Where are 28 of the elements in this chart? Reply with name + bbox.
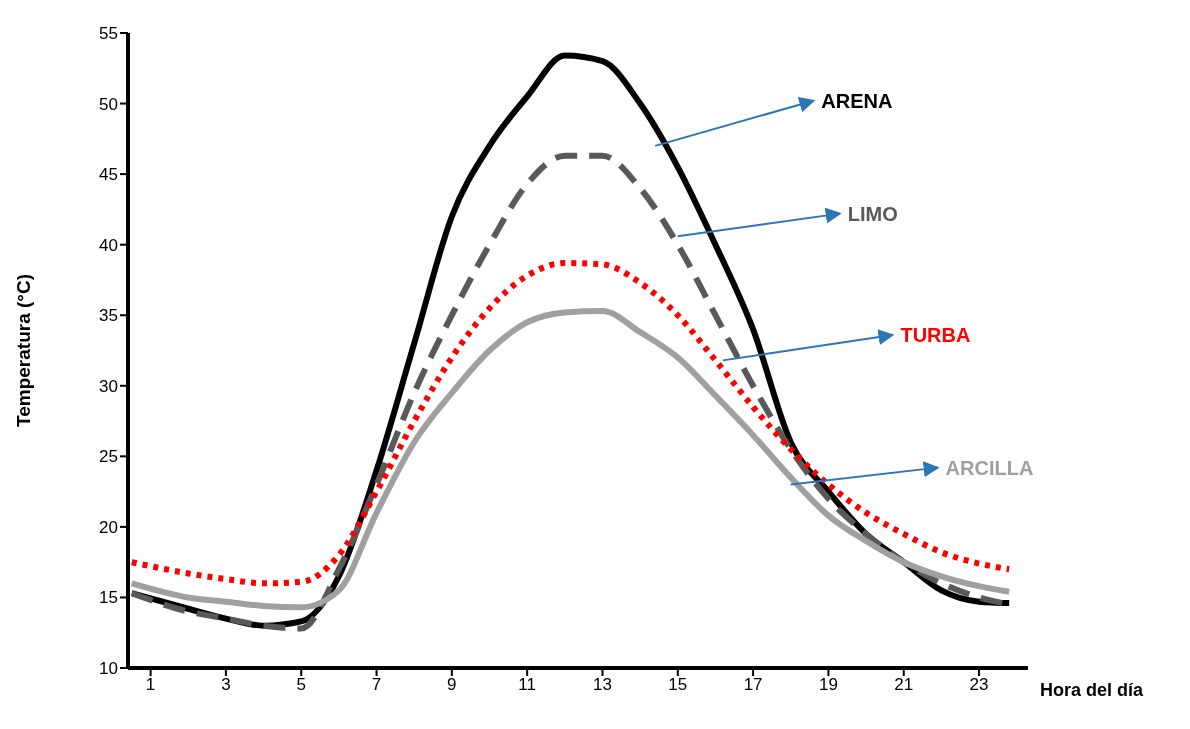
text: ARCILLA [945,456,1034,479]
x-tick-label: 7 [371,675,382,695]
x-tick-label: 21 [894,675,914,695]
y-tick-label: 40 [99,235,118,255]
y-tick-label: 50 [99,94,118,114]
x-tick-label: 17 [743,675,763,695]
text: LIMO [847,202,898,225]
x-tick-label: 23 [969,675,989,695]
x-axis-title: Hora del día [1040,680,1145,700]
y-tick-label: 15 [99,588,118,608]
y-tick-label: 20 [99,517,118,537]
y-tick-label: 55 [99,24,118,44]
x-tick-label: 9 [447,675,457,695]
y-tick-label: 45 [99,165,118,185]
x-tick-label: 1 [145,675,156,695]
text: ARENA [821,89,893,112]
y-tick-label: 25 [99,447,118,467]
text: TURBA [900,323,971,346]
y-tick-label: 30 [99,376,118,396]
x-tick-label: 15 [668,675,688,695]
x-tick-label: 11 [518,675,536,695]
x-tick-label: 5 [296,675,306,695]
y-axis-title: Temperatura (°C) [12,274,34,427]
x-tick-label: 13 [593,675,612,695]
x-tick-label: 3 [221,675,231,695]
y-tick-label: 35 [99,306,118,326]
x-tick-label: 19 [818,675,838,695]
y-tick-label: 10 [99,659,118,679]
